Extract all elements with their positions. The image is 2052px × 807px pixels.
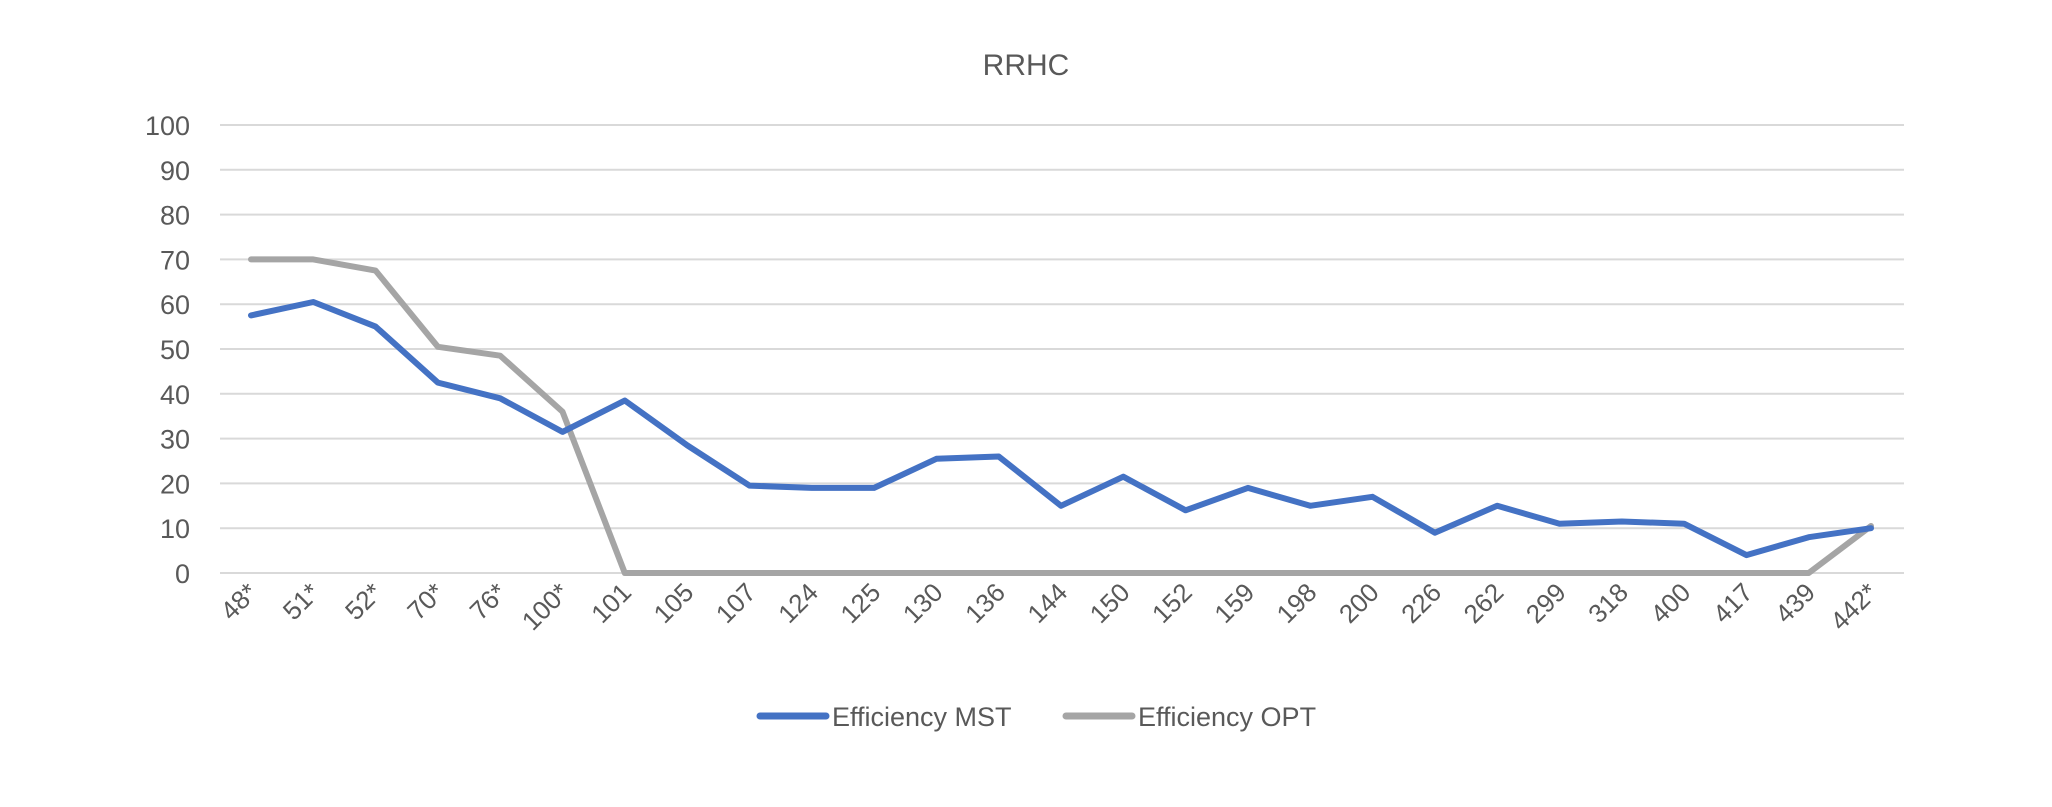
x-tick-label: 125 [834, 577, 886, 629]
series-lines [248, 256, 1874, 576]
y-tick-label: 100 [145, 111, 190, 141]
y-tick-label: 90 [160, 156, 190, 186]
x-tick-label: 200 [1333, 577, 1385, 629]
y-tick-label: 0 [175, 559, 190, 589]
x-tick-label: 130 [897, 577, 949, 629]
legend-label-efficiency-opt: Efficiency OPT [1138, 702, 1316, 732]
x-axis-ticks: 48* 51* 52* 70* 76* 100* 101 105 107 124 125 130 136… [214, 577, 1883, 636]
x-tick-label: 144 [1021, 577, 1073, 629]
x-tick-label: 198 [1271, 577, 1323, 629]
x-tick-label: 150 [1084, 577, 1136, 629]
y-tick-label: 40 [160, 380, 190, 410]
x-tick-label: 105 [648, 577, 700, 629]
x-tick-label: 136 [959, 577, 1011, 629]
x-tick-label: 51* [277, 577, 326, 626]
x-tick-label: 76* [464, 577, 513, 626]
x-tick-label: 159 [1208, 577, 1260, 629]
y-tick-label: 50 [160, 335, 190, 365]
x-tick-label: 107 [710, 577, 762, 629]
x-tick-label: 318 [1582, 577, 1634, 629]
x-tick-label: 124 [772, 577, 824, 629]
x-tick-label: 70* [401, 577, 450, 626]
y-axis-ticks: 0 10 20 30 40 50 60 70 80 90 100 [145, 111, 190, 589]
x-tick-label: 442* [1824, 577, 1883, 636]
y-tick-label: 20 [160, 469, 190, 499]
series-line-efficiency-mst [248, 299, 1874, 559]
legend: Efficiency MST Efficiency OPT [756, 702, 1316, 732]
x-tick-label: 52* [339, 577, 388, 626]
x-tick-label: 439 [1769, 577, 1821, 629]
y-tick-label: 10 [160, 514, 190, 544]
chart-title: RRHC [983, 49, 1070, 82]
y-tick-label: 60 [160, 290, 190, 320]
x-tick-label: 48* [214, 577, 263, 626]
x-tick-label: 100* [516, 577, 575, 636]
x-tick-label: 299 [1520, 577, 1572, 629]
series-line-efficiency-opt [248, 256, 1874, 576]
x-tick-label: 226 [1395, 577, 1447, 629]
x-tick-label: 417 [1707, 577, 1759, 629]
x-tick-label: 262 [1458, 577, 1510, 629]
x-tick-label: 400 [1644, 577, 1696, 629]
x-tick-label: 101 [585, 577, 637, 629]
legend-label-efficiency-mst: Efficiency MST [832, 702, 1012, 732]
y-tick-label: 30 [160, 425, 190, 455]
gridlines [220, 124, 1904, 574]
x-tick-label: 152 [1146, 577, 1198, 629]
y-tick-label: 70 [160, 245, 190, 275]
y-tick-label: 80 [160, 201, 190, 231]
